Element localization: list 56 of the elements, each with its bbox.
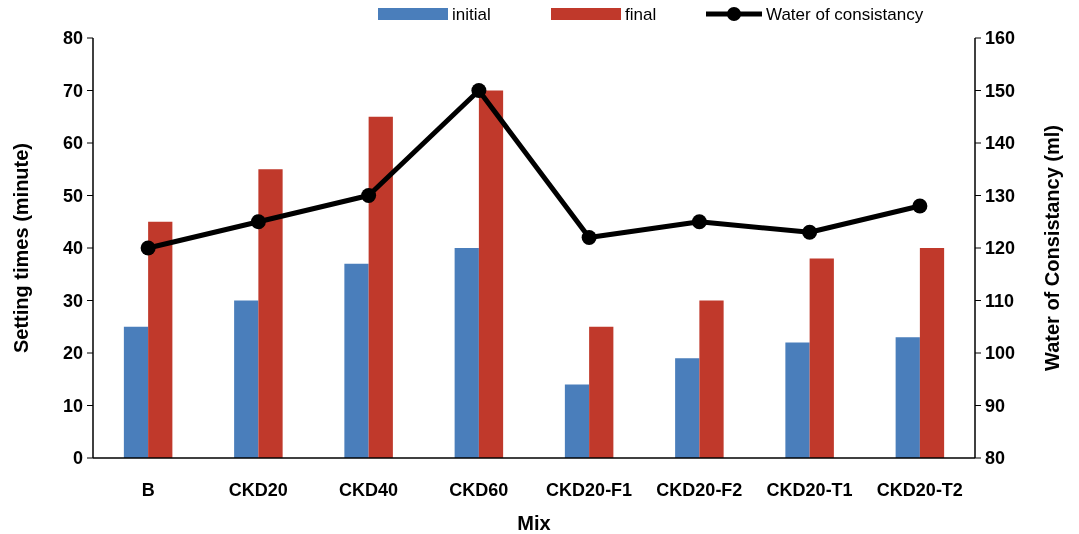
y2-tick-label: 140 [985,133,1016,154]
y-tick-label: 0 [72,448,83,469]
x-tick-label: CKD40 [339,480,399,500]
y-tick-label: 40 [62,238,83,259]
bar [258,169,283,458]
bar [809,258,834,458]
point [250,214,266,230]
point [140,240,156,256]
y-tick-label: 60 [62,133,83,154]
y2-tick-label: 110 [985,290,1015,311]
point [912,198,928,214]
bar [123,326,149,458]
bar [564,384,590,458]
y-axis-title: Setting times (minute) [10,142,32,354]
bar [919,248,945,458]
x-tick-label: B [141,480,155,500]
bar [675,358,700,458]
bar [589,326,614,458]
bar [454,248,479,458]
y-tick-label: 50 [62,185,83,206]
x-tick-label: CKD20-F1 [546,480,633,500]
legend-label: final [625,5,657,24]
point [691,214,707,230]
bar [148,221,173,458]
bar [478,90,504,458]
y-tick-label: 80 [62,28,83,49]
x-tick-label: CKD20-F2 [656,480,743,500]
x-axis-title: Mix [517,512,551,534]
legend-label: Water of consistancy [766,5,924,24]
y-tick-label: 70 [62,80,83,101]
point [581,230,597,245]
y-tick-label: 20 [62,343,83,364]
point [361,188,377,203]
x-tick-label: CKD60 [449,480,509,500]
x-tick-label: CKD20-T2 [876,480,963,500]
y2-tick-label: 120 [985,238,1016,259]
y2-tick-label: 80 [985,448,1006,469]
bar [895,337,920,458]
bar [368,116,393,458]
point [471,83,487,98]
y-tick-label: 10 [62,395,83,416]
bar [699,300,724,458]
y2-axis-title: Water of Consistancy (ml) [1041,125,1063,371]
y2-tick-label: 130 [985,185,1016,206]
y2-tick-label: 150 [985,80,1016,101]
bar [785,342,810,458]
legend-label: initial [452,5,491,24]
x-tick-label: CKD20 [228,480,288,500]
y-tick-label: 30 [62,290,83,311]
y2-tick-label: 90 [985,395,1006,416]
y2-tick-label: 160 [985,28,1016,49]
point [802,224,818,240]
bar [234,300,259,458]
bar [344,263,369,458]
y2-tick-label: 100 [985,343,1016,364]
x-tick-label: CKD20-T1 [766,480,853,500]
